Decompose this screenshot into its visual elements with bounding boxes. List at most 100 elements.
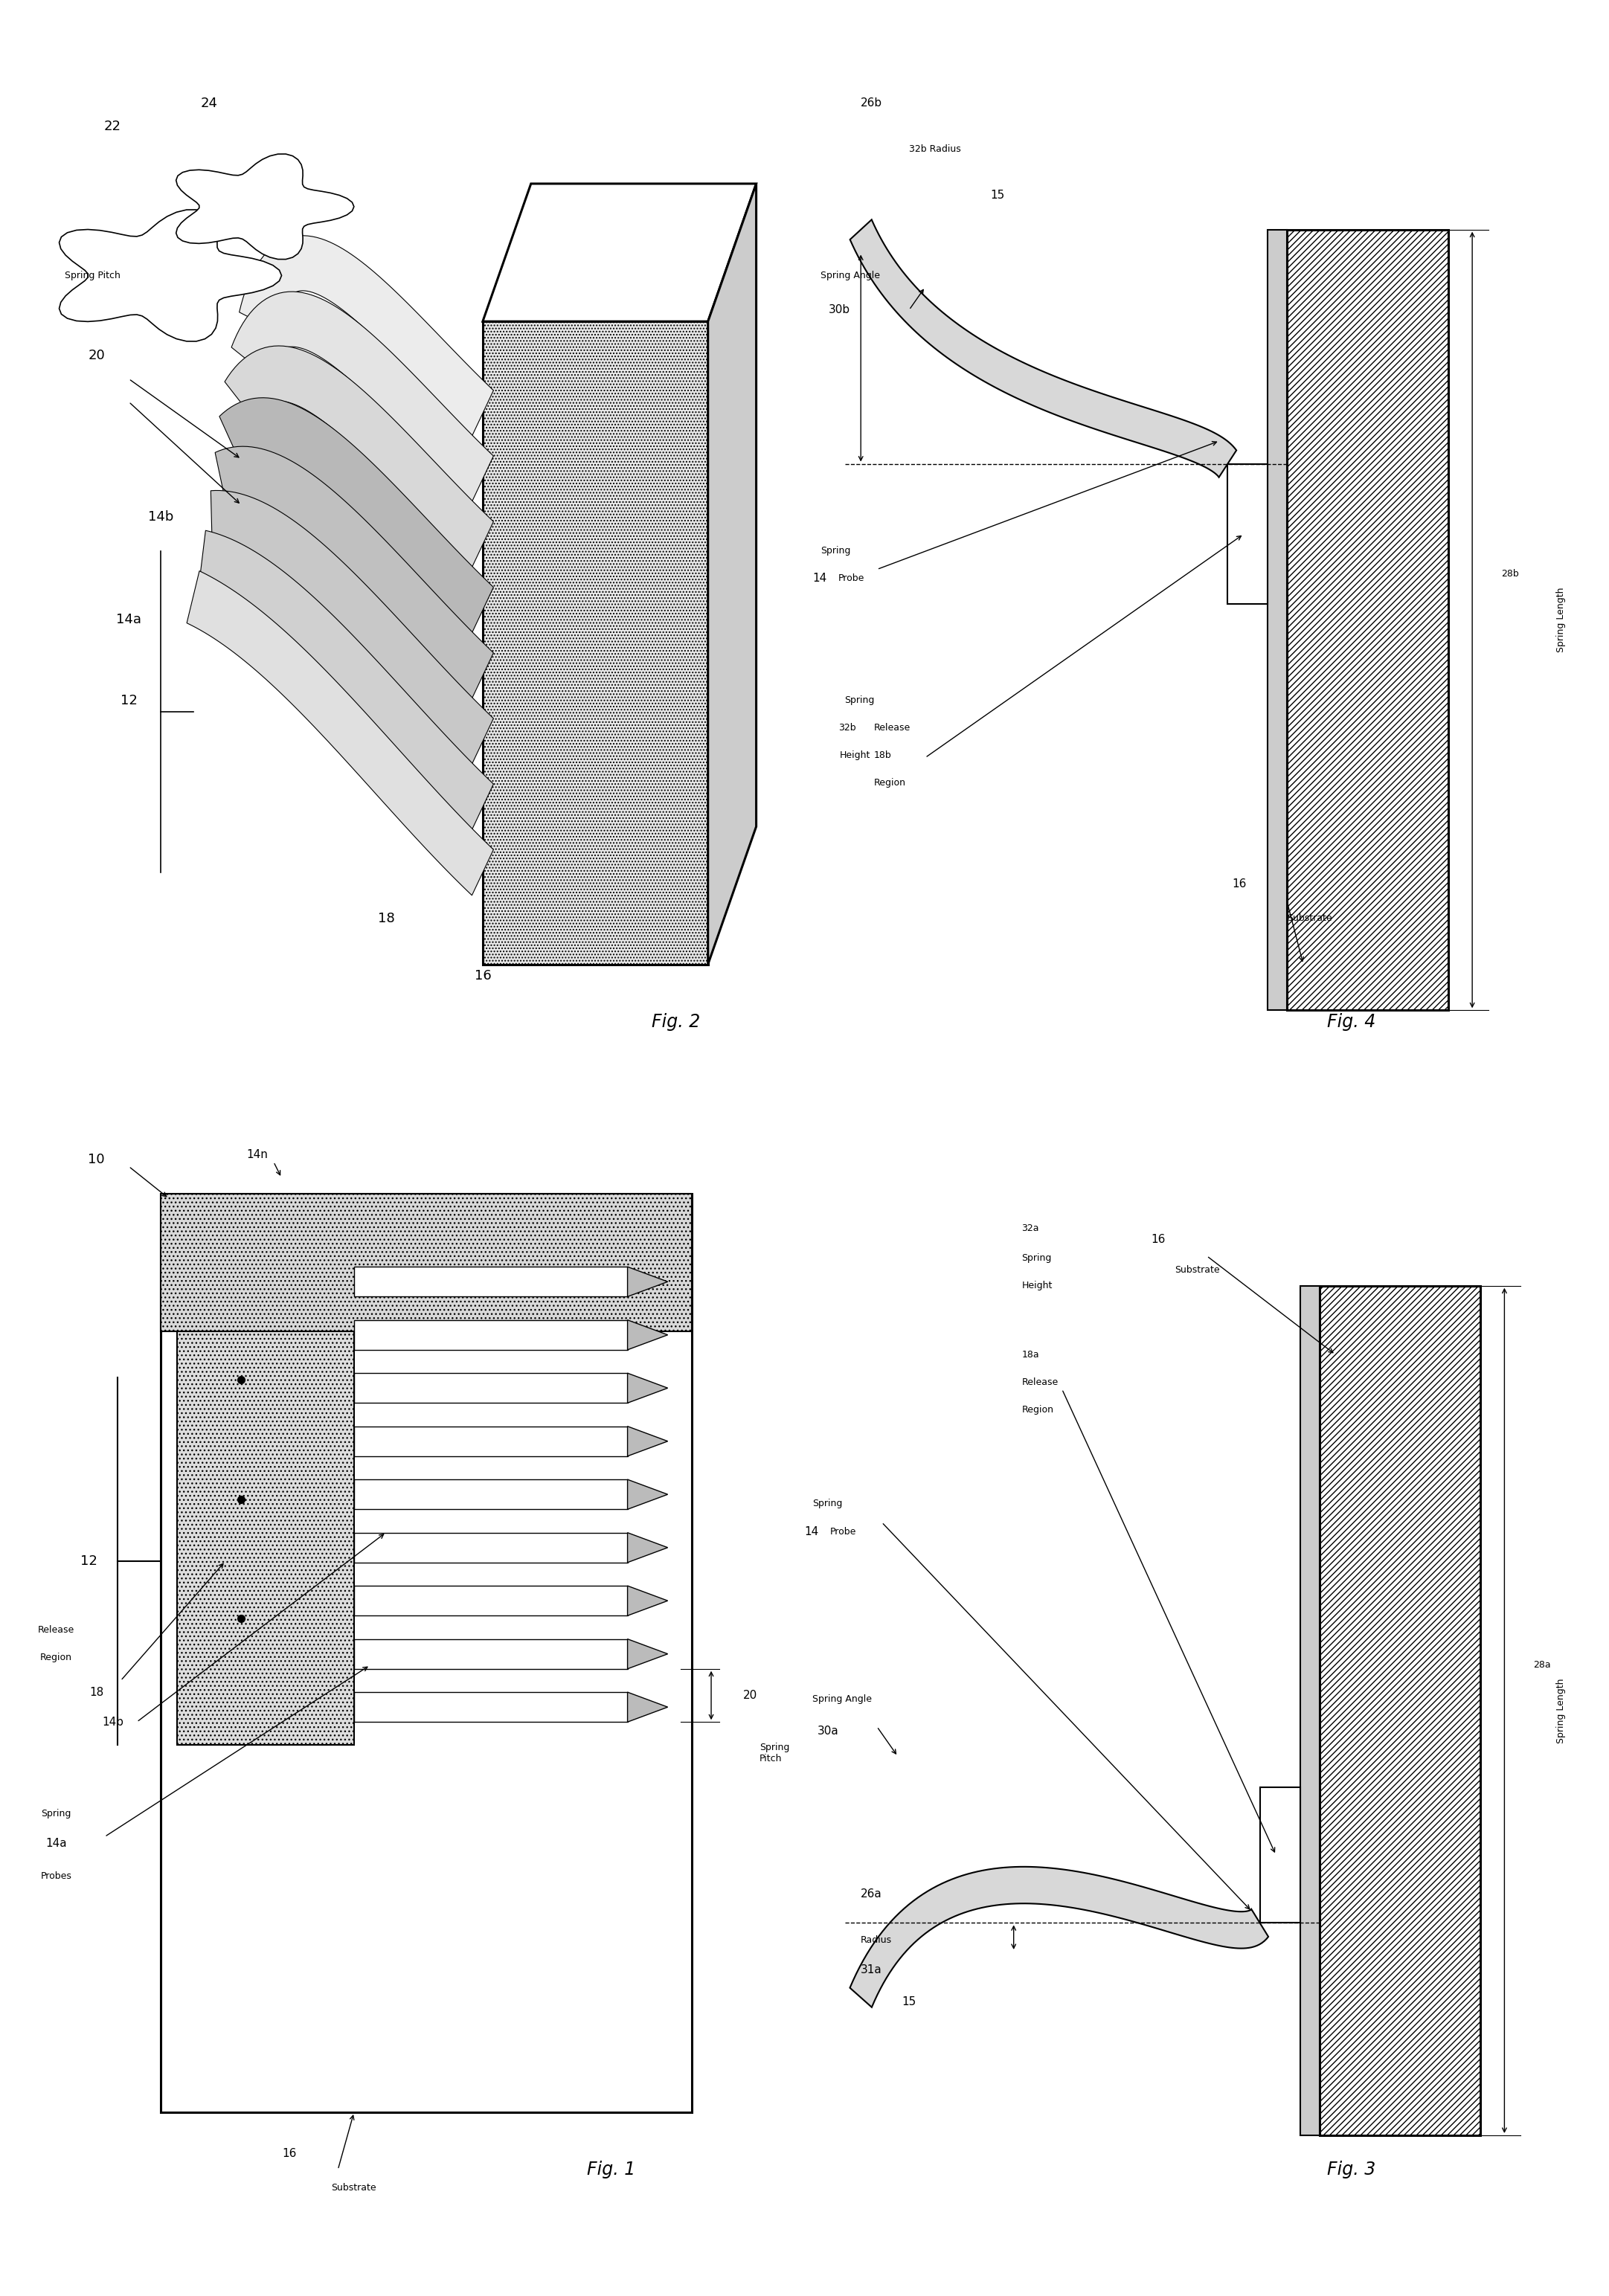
Bar	[161, 1194, 692, 1332]
Text: 20: 20	[88, 349, 105, 363]
Polygon shape	[628, 1534, 668, 1564]
Bar	[354, 1479, 628, 1508]
Bar	[1268, 230, 1287, 1010]
Text: Substrate: Substrate	[1175, 1265, 1220, 1274]
Text: 24: 24	[201, 96, 217, 110]
Polygon shape	[628, 1479, 668, 1508]
Text: Release: Release	[1022, 1378, 1059, 1387]
Polygon shape	[219, 397, 494, 634]
Polygon shape	[850, 1867, 1268, 2007]
Text: Spring Length: Spring Length	[1556, 1678, 1566, 1743]
Text: 12: 12	[80, 1554, 97, 1568]
Bar	[161, 1194, 692, 2112]
Bar	[177, 1240, 354, 1745]
Bar	[1287, 230, 1448, 1010]
Text: 16: 16	[475, 969, 491, 983]
Text: Region: Region	[40, 1653, 72, 1662]
Text: 30a: 30a	[817, 1727, 838, 1736]
Polygon shape	[850, 220, 1236, 478]
Text: 32a: 32a	[1022, 1224, 1039, 1233]
Polygon shape	[200, 530, 494, 829]
Bar	[354, 1639, 628, 1669]
Bar	[1300, 1286, 1319, 2135]
Bar	[354, 1320, 628, 1350]
Text: 18b: 18b	[874, 751, 891, 760]
Polygon shape	[211, 491, 494, 765]
Bar	[1260, 1786, 1300, 1924]
Text: Spring Pitch: Spring Pitch	[64, 271, 121, 280]
Bar	[1319, 1286, 1480, 2135]
Bar	[354, 1534, 628, 1564]
Text: 14: 14	[813, 574, 827, 583]
Text: Spring: Spring	[813, 1499, 843, 1508]
Bar	[354, 1692, 628, 1722]
Polygon shape	[628, 1426, 668, 1456]
Text: 32b Radius: 32b Radius	[909, 145, 961, 154]
Text: 16: 16	[1232, 879, 1245, 889]
Bar	[354, 1426, 628, 1456]
Text: 16: 16	[283, 2149, 296, 2158]
Bar	[354, 1587, 628, 1616]
Polygon shape	[187, 572, 494, 895]
Bar	[354, 1373, 628, 1403]
Text: 22: 22	[105, 119, 121, 133]
Text: 18: 18	[378, 912, 394, 925]
Text: 26b: 26b	[861, 99, 882, 108]
Text: Spring Angle: Spring Angle	[813, 1694, 872, 1704]
Polygon shape	[628, 1373, 668, 1403]
Polygon shape	[225, 347, 494, 567]
Text: 20: 20	[743, 1690, 758, 1701]
Text: 28b: 28b	[1501, 569, 1519, 579]
Text: 18: 18	[90, 1688, 103, 1697]
Polygon shape	[216, 445, 494, 698]
Text: Spring: Spring	[42, 1809, 71, 1818]
Text: Substrate: Substrate	[1287, 914, 1332, 923]
Text: 28a: 28a	[1533, 1660, 1551, 1669]
Text: Fig. 2: Fig. 2	[652, 1013, 700, 1031]
Text: 10: 10	[88, 1153, 105, 1166]
Text: 16: 16	[1152, 1235, 1165, 1244]
Text: Region: Region	[1022, 1405, 1054, 1414]
Polygon shape	[628, 1587, 668, 1616]
Text: 30b: 30b	[829, 305, 850, 315]
Bar	[1228, 464, 1268, 604]
Polygon shape	[240, 236, 494, 436]
Text: 14a: 14a	[45, 1839, 68, 1848]
Text: 15: 15	[991, 191, 1004, 200]
Text: Spring: Spring	[845, 696, 875, 705]
Text: Spring: Spring	[1022, 1254, 1052, 1263]
Polygon shape	[483, 184, 756, 321]
Text: 14b: 14b	[101, 1717, 124, 1727]
Text: 32b: 32b	[838, 723, 856, 732]
Text: Fig. 4: Fig. 4	[1327, 1013, 1376, 1031]
Text: Release: Release	[874, 723, 911, 732]
Polygon shape	[232, 292, 494, 503]
Text: Probes: Probes	[40, 1871, 72, 1880]
Text: 15: 15	[903, 1998, 916, 2007]
Polygon shape	[483, 321, 708, 964]
Polygon shape	[628, 1267, 668, 1297]
Text: 14b: 14b	[148, 510, 174, 523]
Text: Height: Height	[1022, 1281, 1052, 1290]
Text: Fig. 1: Fig. 1	[587, 2161, 636, 2179]
Text: 14: 14	[804, 1527, 819, 1536]
Text: Spring Length: Spring Length	[1556, 588, 1566, 652]
Text: 18a: 18a	[1022, 1350, 1039, 1359]
Polygon shape	[60, 209, 282, 342]
Text: Spring Angle: Spring Angle	[821, 271, 880, 280]
Text: 26a: 26a	[861, 1890, 882, 1899]
Text: Probe: Probe	[838, 574, 864, 583]
Polygon shape	[628, 1639, 668, 1669]
Text: Region: Region	[874, 778, 906, 788]
Text: Radius: Radius	[861, 1936, 891, 1945]
Polygon shape	[708, 184, 756, 964]
Text: Probe: Probe	[830, 1527, 856, 1536]
Polygon shape	[628, 1692, 668, 1722]
Text: 31a: 31a	[861, 1965, 882, 1975]
Polygon shape	[175, 154, 354, 259]
Text: Fig. 3: Fig. 3	[1327, 2161, 1376, 2179]
Text: Substrate: Substrate	[331, 2183, 377, 2193]
Text: Height: Height	[840, 751, 870, 760]
Text: Spring
Pitch: Spring Pitch	[759, 1743, 790, 1763]
Text: 14a: 14a	[116, 613, 142, 627]
